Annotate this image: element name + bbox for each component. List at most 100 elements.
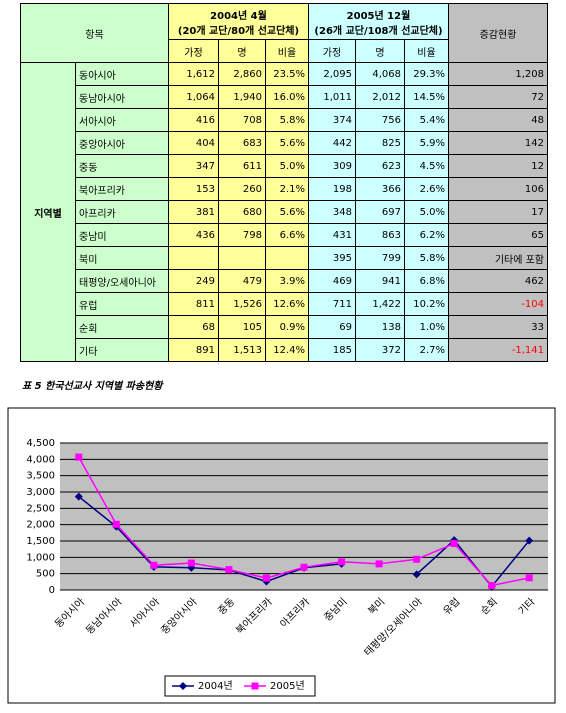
marker [150, 561, 158, 569]
table-cell: 33 [448, 315, 548, 339]
table-cell: 1,526 [218, 292, 266, 316]
table-cell [218, 246, 266, 270]
table-cell: 1,513 [218, 338, 266, 362]
table-cell: 65 [448, 223, 548, 247]
legend-label: 2004년 [198, 680, 233, 692]
table-cell: 708 [218, 108, 266, 132]
table-cell: 가정 [308, 39, 356, 63]
marker [412, 570, 421, 579]
table-cell: 17 [448, 200, 548, 224]
table-cell: 48 [448, 108, 548, 132]
y-tick-label: 3,500 [26, 471, 55, 482]
table-cell: 249 [168, 269, 219, 293]
table-cell: 5.0% [404, 200, 449, 224]
header-cell: 2005년 12월 (26개 교단/108개 선교단체) [308, 3, 449, 40]
y-tick-label: 4,500 [26, 438, 55, 449]
table-cell: 12 [448, 154, 548, 178]
table-cell: 404 [168, 131, 219, 155]
table-cell: 756 [355, 108, 405, 132]
table-cell: 381 [168, 200, 219, 224]
table-cell: 436 [168, 223, 219, 247]
header-cell: 2004년 4월 (20개 교단/80개 선교단체) [168, 3, 309, 40]
table-cell: 1,064 [168, 85, 219, 109]
table-cell: 4,068 [355, 62, 405, 86]
marker [413, 555, 421, 563]
table-cell: 680 [218, 200, 266, 224]
marker [488, 581, 496, 589]
table-cell: 697 [355, 200, 405, 224]
table-cell: 825 [355, 131, 405, 155]
table-cell: 431 [308, 223, 356, 247]
table-cell: 비율 [404, 39, 449, 63]
table-cell: 479 [218, 269, 266, 293]
table-cell: 1,422 [355, 292, 405, 316]
table-cell: 623 [355, 154, 405, 178]
table-cell: 명 [355, 39, 405, 63]
marker [375, 560, 383, 568]
table-cell: 동아시아 [75, 62, 169, 86]
table-cell: 북아프리카 [75, 177, 169, 201]
table-cell: 105 [218, 315, 266, 339]
table-cell: 153 [168, 177, 219, 201]
table-cell: 2,860 [218, 62, 266, 86]
table-cell: 6.2% [404, 223, 449, 247]
table-cell: 372 [355, 338, 405, 362]
table-cell: 6.6% [265, 223, 309, 247]
marker [450, 540, 458, 548]
marker [187, 559, 195, 567]
marker [338, 558, 346, 566]
table-cell: 6.8% [404, 269, 449, 293]
table-cell: 2.7% [404, 338, 449, 362]
marker [525, 574, 533, 582]
table-cell: 유럽 [75, 292, 169, 316]
table-cell: 5.0% [265, 154, 309, 178]
marker [112, 520, 120, 528]
y-tick-label: 500 [36, 569, 55, 580]
table-cell: 863 [355, 223, 405, 247]
header-cell: 증감현황 [448, 3, 548, 63]
y-tick-label: 2,000 [26, 520, 55, 531]
table-cell: 서아시아 [75, 108, 169, 132]
table-cell: 799 [355, 246, 405, 270]
table-cell: 442 [308, 131, 356, 155]
table-cell: 462 [448, 269, 548, 293]
table-cell: 5.9% [404, 131, 449, 155]
table-cell: 260 [218, 177, 266, 201]
table-cell: 366 [355, 177, 405, 201]
table-cell: 12.4% [265, 338, 309, 362]
y-tick-label: 4,000 [26, 454, 55, 465]
table-cell: 아프리카 [75, 200, 169, 224]
table-cell: 지역별 [20, 62, 76, 362]
legend-box [164, 675, 316, 697]
y-tick-label: 2,500 [26, 503, 55, 514]
table-cell: 10.2% [404, 292, 449, 316]
table-cell: 비율 [265, 39, 309, 63]
table-cell: 3.9% [265, 269, 309, 293]
table-cell: 811 [168, 292, 219, 316]
marker [300, 563, 308, 571]
y-tick-label: 1,000 [26, 552, 55, 563]
marker [525, 536, 534, 545]
table-cell: 5.4% [404, 108, 449, 132]
table-cell: 23.5% [265, 62, 309, 86]
header-cell: 항목 [20, 3, 169, 63]
table-cell: 68 [168, 315, 219, 339]
table-cell: 395 [308, 246, 356, 270]
table-cell: 106 [448, 177, 548, 201]
marker [74, 492, 83, 501]
table-cell: 태평양/오세아니아 [75, 269, 169, 293]
table-cell: 중동 [75, 154, 169, 178]
legend-label: 2005년 [270, 680, 305, 692]
chart: 0 500 1,000 1,500 2,000 2,500 3,000 3,500 4,000 4… [7, 407, 556, 704]
table-cell: 348 [308, 200, 356, 224]
table-cell: 1,612 [168, 62, 219, 86]
table-cell: 374 [308, 108, 356, 132]
table-cell: 69 [308, 315, 356, 339]
table-cell: 711 [308, 292, 356, 316]
table-cell [265, 246, 309, 270]
marker [179, 682, 187, 690]
table-cell: 138 [355, 315, 405, 339]
table-cell: 29.3% [404, 62, 449, 86]
table-cell: 5.8% [265, 108, 309, 132]
table-cell: 2.1% [265, 177, 309, 201]
